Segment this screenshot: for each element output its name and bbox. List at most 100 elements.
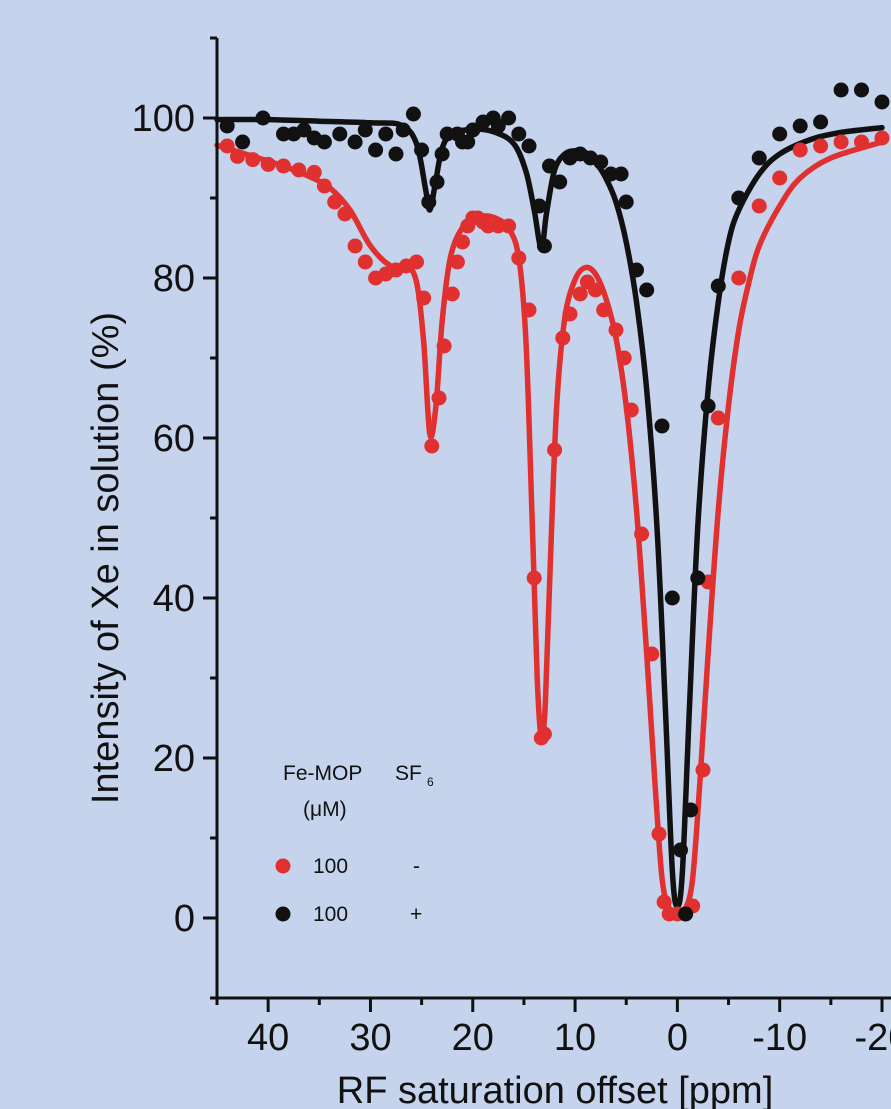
data-point-red bbox=[792, 142, 808, 158]
legend-header-sub: 6 bbox=[427, 775, 434, 789]
data-point-red bbox=[623, 402, 639, 418]
data-point-red bbox=[731, 270, 747, 286]
legend-black-sf6: + bbox=[410, 903, 422, 926]
x-tick-label: 20 bbox=[452, 1017, 494, 1059]
data-point-black bbox=[664, 590, 680, 606]
data-point-red bbox=[656, 894, 672, 910]
legend-black-conc: 100 bbox=[313, 903, 348, 926]
legend-red-sf6: - bbox=[413, 855, 420, 878]
data-point-red bbox=[536, 726, 552, 742]
data-points bbox=[219, 82, 890, 922]
data-point-red bbox=[562, 306, 578, 322]
data-point-red bbox=[291, 162, 307, 178]
data-point-black bbox=[501, 110, 517, 126]
data-point-red bbox=[547, 442, 563, 458]
data-point-red bbox=[436, 338, 452, 354]
fit-curves bbox=[214, 116, 885, 917]
data-point-red bbox=[347, 238, 363, 254]
data-point-black bbox=[792, 118, 808, 134]
data-point-red bbox=[245, 152, 261, 168]
data-point-black bbox=[255, 110, 271, 126]
data-point-black bbox=[629, 262, 644, 278]
y-axis: 0 20 40 60 80 100 bbox=[132, 36, 219, 1000]
data-point-red bbox=[316, 178, 332, 194]
data-point-red bbox=[588, 282, 603, 298]
data-point-red bbox=[260, 156, 276, 172]
data-point-black bbox=[460, 134, 476, 150]
data-point-black bbox=[673, 842, 688, 858]
data-point-red bbox=[357, 254, 373, 270]
data-point-black bbox=[434, 146, 450, 162]
data-point-black bbox=[639, 282, 655, 298]
data-point-red bbox=[813, 138, 829, 154]
data-point-black bbox=[347, 134, 363, 150]
legend-header-sf: SF bbox=[395, 762, 422, 785]
x-tick-label: 0 bbox=[667, 1017, 688, 1059]
data-point-black bbox=[219, 118, 235, 134]
data-point-red bbox=[526, 570, 542, 586]
y-tick-label: 40 bbox=[153, 578, 195, 620]
data-point-black bbox=[772, 126, 788, 142]
data-point-red bbox=[634, 526, 650, 542]
data-point-red bbox=[327, 194, 343, 210]
data-point-red bbox=[219, 138, 235, 154]
data-point-black bbox=[542, 158, 557, 174]
legend-header-femop: Fe-MOP bbox=[283, 762, 362, 785]
data-point-black bbox=[874, 94, 890, 110]
data-point-black bbox=[316, 134, 332, 150]
data-point-black bbox=[613, 166, 629, 182]
data-point-red bbox=[416, 290, 432, 306]
data-point-black bbox=[429, 174, 445, 190]
data-point-black bbox=[490, 118, 506, 134]
data-point-red bbox=[431, 390, 447, 406]
data-point-red bbox=[772, 170, 788, 186]
data-point-red bbox=[230, 148, 245, 164]
data-point-black bbox=[368, 142, 384, 158]
y-tick-label: 80 bbox=[153, 258, 195, 300]
data-point-red bbox=[710, 410, 726, 426]
data-point-black bbox=[654, 418, 670, 434]
x-axis: 40 30 20 10 0 -10 -20 bbox=[215, 996, 891, 1059]
data-point-red bbox=[644, 646, 660, 662]
legend-header-unit: (μM) bbox=[303, 798, 347, 821]
data-point-red bbox=[511, 250, 527, 266]
data-point-red bbox=[409, 254, 424, 270]
data-point-red bbox=[833, 134, 849, 150]
x-tick-label: -20 bbox=[855, 1017, 891, 1059]
data-point-red bbox=[651, 826, 667, 842]
legend-marker-black bbox=[275, 906, 291, 922]
data-point-black bbox=[833, 82, 849, 98]
data-point-red bbox=[455, 234, 470, 250]
data-point-red bbox=[572, 286, 588, 302]
y-tick-label: 60 bbox=[153, 418, 195, 460]
data-point-red bbox=[608, 322, 624, 338]
data-point-black bbox=[731, 190, 747, 206]
data-point-black bbox=[690, 570, 706, 586]
x-ticks: 40 30 20 10 0 -10 -20 bbox=[215, 998, 891, 1059]
data-point-red bbox=[555, 330, 571, 346]
y-ticks: 0 20 40 60 80 100 bbox=[132, 36, 217, 1000]
data-point-black bbox=[235, 134, 251, 150]
data-point-black bbox=[683, 802, 699, 818]
data-point-black bbox=[552, 174, 568, 190]
data-point-black bbox=[536, 238, 552, 254]
x-tick-label: 30 bbox=[349, 1017, 391, 1059]
data-point-black bbox=[465, 122, 481, 138]
legend: Fe-MOP (μM) SF 6 100 - 100 + bbox=[275, 762, 434, 926]
data-point-black bbox=[296, 122, 312, 138]
data-point-red bbox=[695, 762, 711, 778]
data-point-black bbox=[388, 146, 404, 162]
data-point-red bbox=[276, 158, 291, 174]
data-point-black bbox=[531, 198, 547, 214]
data-point-black bbox=[751, 150, 767, 166]
data-point-red bbox=[490, 218, 506, 234]
data-point-black bbox=[332, 126, 348, 142]
data-point-black bbox=[678, 906, 694, 922]
data-point-black bbox=[521, 138, 537, 154]
data-point-black bbox=[511, 126, 527, 142]
data-point-black bbox=[395, 122, 411, 138]
x-tick-label: 40 bbox=[247, 1017, 289, 1059]
data-point-red bbox=[424, 438, 440, 454]
data-point-red bbox=[596, 302, 612, 318]
